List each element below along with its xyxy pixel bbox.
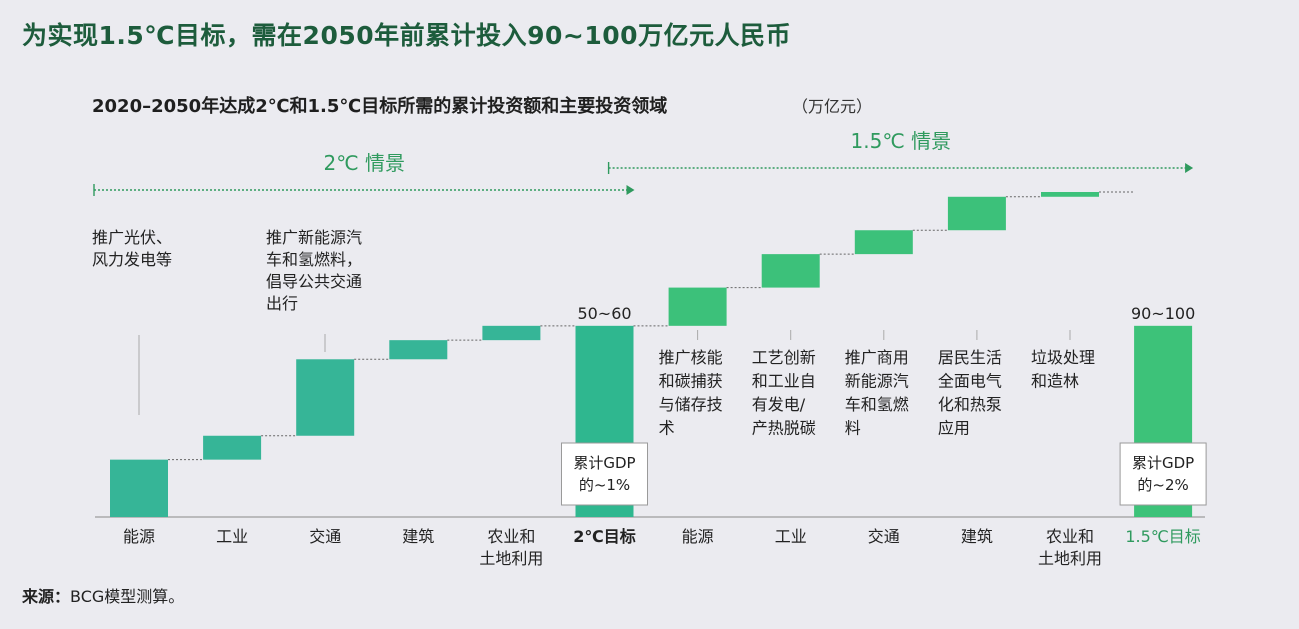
gdp-note-text: 累计GDP 的~1%: [573, 454, 635, 494]
waterfall-bar: [668, 287, 727, 326]
scenario-arrow: [1185, 163, 1194, 173]
waterfall-bar: [854, 230, 913, 255]
waterfall-bar: [110, 459, 168, 517]
chart-title: 2020–2050年达成2℃和1.5℃目标所需的累计投资额和主要投资领域: [92, 95, 667, 117]
waterfall-bar: [203, 435, 262, 460]
category-label: 能源: [682, 527, 714, 546]
gdp-note-box: [561, 442, 648, 506]
total-value-label: 90~100: [1131, 304, 1195, 323]
category-label: 2℃目标: [573, 527, 636, 546]
waterfall-bar: [761, 254, 820, 288]
chart-unit: （万亿元）: [792, 97, 872, 116]
category-label: 交通: [309, 527, 341, 546]
annotation-text: 推广光伏、风力发电等: [92, 228, 172, 269]
waterfall-bar: [482, 325, 541, 341]
gdp-note-text: 累计GDP 的~2%: [1132, 454, 1194, 494]
category-label: 1.5℃目标: [1125, 527, 1200, 546]
category-label: 工业: [775, 527, 807, 546]
waterfall-bar: [947, 196, 1006, 231]
source-text: BCG模型测算。: [70, 587, 185, 606]
waterfall-bar: [296, 359, 355, 436]
waterfall-bar: [389, 340, 448, 360]
category-label: 交通: [868, 527, 900, 546]
category-label: 农业和土地利用: [479, 527, 543, 568]
waterfall-bar: [1041, 192, 1099, 197]
annotation-text: 居民生活全面电气化和热泵应用: [938, 348, 1002, 438]
annotation-text: 垃圾处理和造林: [1031, 348, 1095, 391]
page-title: 为实现1.5℃目标，需在2050年前累计投入90~100万亿元人民币: [22, 21, 792, 50]
category-label: 工业: [216, 527, 248, 546]
scenario-label: 1.5℃ 情景: [851, 129, 952, 153]
source-note: 来源：BCG模型测算。: [22, 583, 184, 607]
total-value-label: 50~60: [577, 304, 631, 323]
scenario-label: 2℃ 情景: [323, 151, 405, 175]
annotation-text: 工艺创新和工业自有发电/产热脱碳: [752, 348, 816, 438]
category-label: 建筑: [961, 527, 993, 546]
category-label: 农业和土地利用: [1038, 527, 1102, 568]
gdp-note-box: [1119, 442, 1207, 506]
category-label: 建筑: [402, 527, 434, 546]
annotation-text: 推广商用新能源汽车和氢燃料: [845, 348, 909, 438]
scenario-arrow: [626, 185, 635, 195]
annotation-text: 推广新能源汽车和氢燃料，倡导公共交通出行: [266, 228, 362, 313]
source-label: 来源：: [22, 587, 71, 606]
category-label: 能源: [123, 527, 155, 546]
annotation-text: 推广核能和碳捕获与储存技术: [659, 348, 723, 438]
